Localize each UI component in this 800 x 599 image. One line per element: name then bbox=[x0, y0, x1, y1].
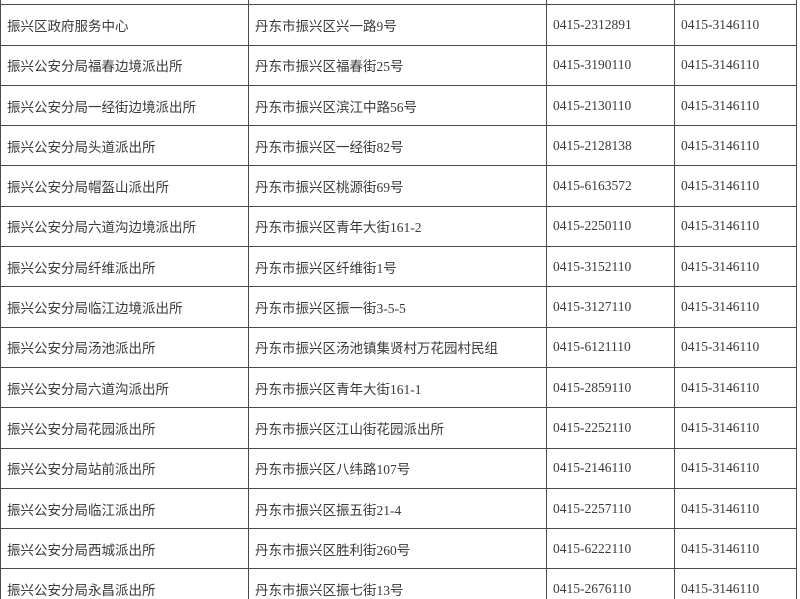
alarm-phone-cell: 0415-3146110 bbox=[674, 125, 797, 167]
unit-name-cell: 振兴公安分局汤池派出所 bbox=[0, 326, 249, 368]
address-cell: 丹东市振兴区八纬路107号 bbox=[248, 447, 547, 489]
unit-name-cell: 振兴区政府服务中心 bbox=[0, 4, 249, 46]
table-row: 振兴公安分局花园派出所 丹东市振兴区江山街花园派出所 0415-2252110 … bbox=[0, 407, 797, 449]
unit-name-cell: 振兴公安分局一经街边境派出所 bbox=[0, 84, 249, 127]
alarm-phone-cell: 0415-3146110 bbox=[674, 326, 797, 368]
phone-cell: 0415-2252110 bbox=[546, 407, 675, 449]
table-row: 振兴区政府服务中心 丹东市振兴区兴一路9号 0415-2312891 0415-… bbox=[0, 4, 797, 46]
address-cell: 丹东市振兴区桃源街69号 bbox=[248, 165, 547, 207]
table-row: 振兴公安分局西城派出所 丹东市振兴区胜利街260号 0415-6222110 0… bbox=[0, 528, 797, 570]
phone-cell: 0415-2130110 bbox=[546, 84, 675, 127]
unit-name-cell: 振兴公安分局六道沟边境派出所 bbox=[0, 205, 249, 248]
table-row: 振兴公安分局永昌派出所 丹东市振兴区振七街13号 0415-2676110 04… bbox=[0, 568, 797, 599]
unit-name-cell: 振兴公安分局西城派出所 bbox=[0, 528, 249, 570]
table-row: 振兴公安分局帽盔山派出所 丹东市振兴区桃源街69号 0415-6163572 0… bbox=[0, 165, 797, 207]
phone-cell: 0415-2250110 bbox=[546, 205, 675, 248]
alarm-phone-cell: 0415-3146110 bbox=[674, 407, 797, 449]
address-cell: 丹东市振兴区振一街3-5-5 bbox=[248, 286, 547, 328]
table-row: 振兴公安分局头道派出所 丹东市振兴区一经街82号 0415-2128138 04… bbox=[0, 125, 797, 167]
alarm-phone-cell: 0415-3146110 bbox=[674, 568, 797, 599]
phone-cell: 0415-2257110 bbox=[546, 487, 675, 530]
alarm-phone-cell: 0415-3146110 bbox=[674, 165, 797, 207]
address-cell: 丹东市振兴区纤维街1号 bbox=[248, 246, 547, 288]
unit-name-cell: 振兴公安分局纤维派出所 bbox=[0, 246, 249, 288]
unit-name-cell: 振兴公安分局花园派出所 bbox=[0, 407, 249, 449]
alarm-phone-cell: 0415-3146110 bbox=[674, 528, 797, 570]
unit-name-cell: 振兴公安分局福春边境派出所 bbox=[0, 44, 249, 86]
address-cell: 丹东市振兴区青年大街161-2 bbox=[248, 205, 547, 248]
table-row: 振兴公安分局临江派出所 丹东市振兴区振五街21-4 0415-2257110 0… bbox=[0, 487, 797, 530]
address-cell: 丹东市振兴区江山街花园派出所 bbox=[248, 407, 547, 449]
table-row: 振兴公安分局福春边境派出所 丹东市振兴区福春街25号 0415-3190110 … bbox=[0, 44, 797, 86]
address-cell: 丹东市振兴区滨江中路56号 bbox=[248, 84, 547, 127]
address-cell: 丹东市振兴区汤池镇集贤村万花园村民组 bbox=[248, 326, 547, 368]
phone-cell: 0415-3190110 bbox=[546, 44, 675, 86]
address-cell: 丹东市振兴区福春街25号 bbox=[248, 44, 547, 86]
unit-name-cell: 振兴公安分局帽盔山派出所 bbox=[0, 165, 249, 207]
address-cell: 丹东市振兴区振五街21-4 bbox=[248, 487, 547, 530]
table-row: 振兴公安分局站前派出所 丹东市振兴区八纬路107号 0415-2146110 0… bbox=[0, 447, 797, 489]
alarm-phone-cell: 0415-3146110 bbox=[674, 366, 797, 409]
unit-name-cell: 振兴公安分局头道派出所 bbox=[0, 125, 249, 167]
address-cell: 丹东市振兴区振七街13号 bbox=[248, 568, 547, 599]
address-cell: 丹东市振兴区兴一路9号 bbox=[248, 4, 547, 46]
alarm-phone-cell: 0415-3146110 bbox=[674, 205, 797, 248]
alarm-phone-cell: 0415-3146110 bbox=[674, 4, 797, 46]
table-row: 振兴公安分局六道沟边境派出所 丹东市振兴区青年大街161-2 0415-2250… bbox=[0, 205, 797, 248]
phone-cell: 0415-3152110 bbox=[546, 246, 675, 288]
phone-cell: 0415-2128138 bbox=[546, 125, 675, 167]
alarm-phone-cell: 0415-3146110 bbox=[674, 286, 797, 328]
address-cell: 丹东市振兴区青年大街161-1 bbox=[248, 366, 547, 409]
phone-cell: 0415-3127110 bbox=[546, 286, 675, 328]
unit-name-cell: 振兴公安分局六道沟派出所 bbox=[0, 366, 249, 409]
table-row: 振兴公安分局临江边境派出所 丹东市振兴区振一街3-5-5 0415-312711… bbox=[0, 286, 797, 328]
alarm-phone-cell: 0415-3146110 bbox=[674, 447, 797, 489]
phone-cell: 0415-2859110 bbox=[546, 366, 675, 409]
unit-name-cell: 振兴公安分局站前派出所 bbox=[0, 447, 249, 489]
alarm-phone-cell: 0415-3146110 bbox=[674, 44, 797, 86]
phone-cell: 0415-6121110 bbox=[546, 326, 675, 368]
phone-cell: 0415-6222110 bbox=[546, 528, 675, 570]
table-row: 振兴公安分局汤池派出所 丹东市振兴区汤池镇集贤村万花园村民组 0415-6121… bbox=[0, 326, 797, 368]
unit-name-cell: 振兴公安分局临江边境派出所 bbox=[0, 286, 249, 328]
phone-cell: 0415-6163572 bbox=[546, 165, 675, 207]
alarm-phone-cell: 0415-3146110 bbox=[674, 246, 797, 288]
unit-name-cell: 振兴公安分局永昌派出所 bbox=[0, 568, 249, 599]
table-row: 振兴公安分局纤维派出所 丹东市振兴区纤维街1号 0415-3152110 041… bbox=[0, 246, 797, 288]
address-cell: 丹东市振兴区一经街82号 bbox=[248, 125, 547, 167]
address-cell: 丹东市振兴区胜利街260号 bbox=[248, 528, 547, 570]
table-row: 振兴公安分局一经街边境派出所 丹东市振兴区滨江中路56号 0415-213011… bbox=[0, 84, 797, 127]
phone-cell: 0415-2676110 bbox=[546, 568, 675, 599]
table-row: 振兴公安分局六道沟派出所 丹东市振兴区青年大街161-1 0415-285911… bbox=[0, 366, 797, 409]
alarm-phone-cell: 0415-3146110 bbox=[674, 487, 797, 530]
alarm-phone-cell: 0415-3146110 bbox=[674, 84, 797, 127]
unit-name-cell: 振兴公安分局临江派出所 bbox=[0, 487, 249, 530]
phone-cell: 0415-2312891 bbox=[546, 4, 675, 46]
phone-cell: 0415-2146110 bbox=[546, 447, 675, 489]
